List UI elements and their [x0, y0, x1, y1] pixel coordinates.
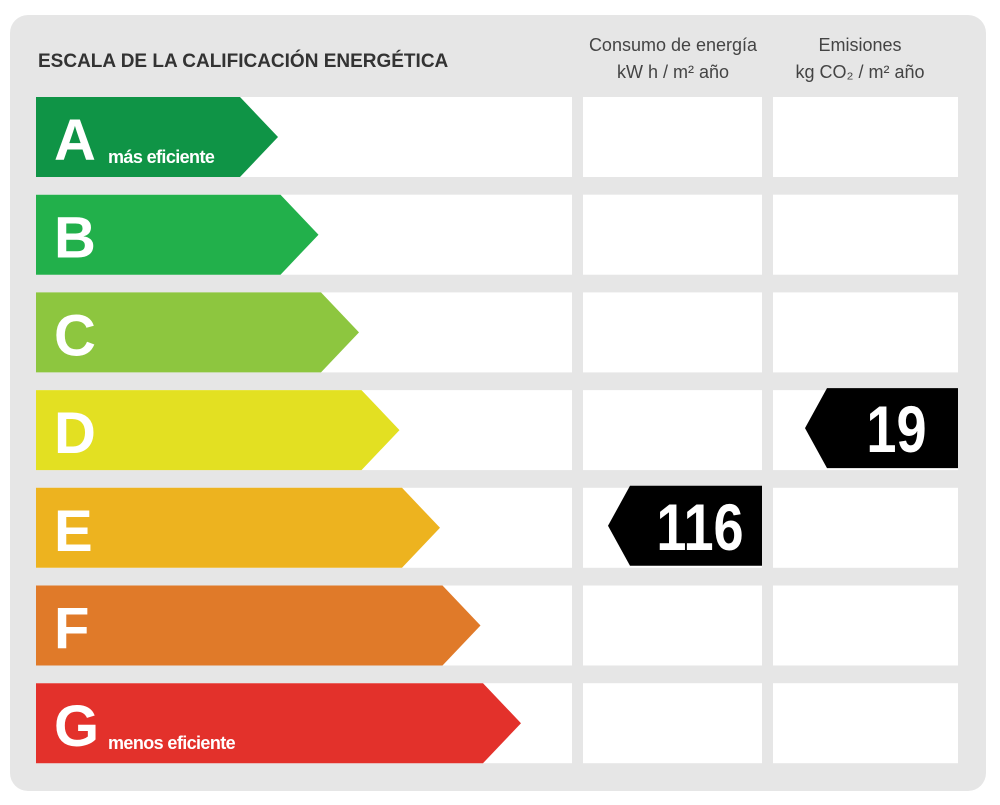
rating-letter: E: [54, 499, 93, 564]
consumption-header: Consumo de energía: [589, 35, 758, 55]
consumption-cell: [583, 97, 762, 177]
emissions-header: Emisiones: [818, 35, 901, 55]
rating-note: más eficiente: [108, 147, 215, 167]
emissions-cell: [773, 487, 958, 568]
title: ESCALA DE LA CALIFICACIÓN ENERGÉTICA: [38, 50, 449, 72]
emissions-cell: [773, 292, 958, 373]
rating-letter: D: [54, 401, 96, 466]
rating-value: 116: [656, 490, 743, 564]
emissions-cell: [773, 585, 958, 666]
emissions-cell: [773, 97, 958, 177]
rating-arrow: [36, 390, 400, 471]
rating-arrow: [36, 683, 521, 764]
consumption-cell: [583, 683, 762, 764]
rating-note: menos eficiente: [108, 733, 236, 753]
emissions-unit: kg CO₂ / m² año: [795, 62, 924, 82]
rating-letter: B: [54, 206, 96, 271]
emissions-cell: [773, 194, 958, 275]
consumption-unit: kW h / m² año: [617, 62, 729, 82]
consumption-cell: [583, 585, 762, 666]
consumption-cell: [583, 194, 762, 275]
rating-arrow: [36, 292, 359, 373]
rating-letter: A: [54, 108, 96, 173]
rating-arrow: [36, 487, 440, 568]
rating-arrow: [36, 585, 481, 666]
rating-arrow: [36, 194, 319, 275]
rating-marker: [608, 485, 762, 566]
consumption-cell: [583, 390, 762, 471]
consumption-cell: [583, 292, 762, 373]
rating-value: 19: [866, 392, 926, 466]
rating-letter: G: [54, 694, 99, 759]
rating-letter: F: [54, 597, 89, 662]
rating-arrow: [36, 97, 278, 177]
rating-marker: [805, 388, 958, 469]
emissions-cell: [773, 683, 958, 764]
rating-letter: C: [54, 303, 96, 368]
